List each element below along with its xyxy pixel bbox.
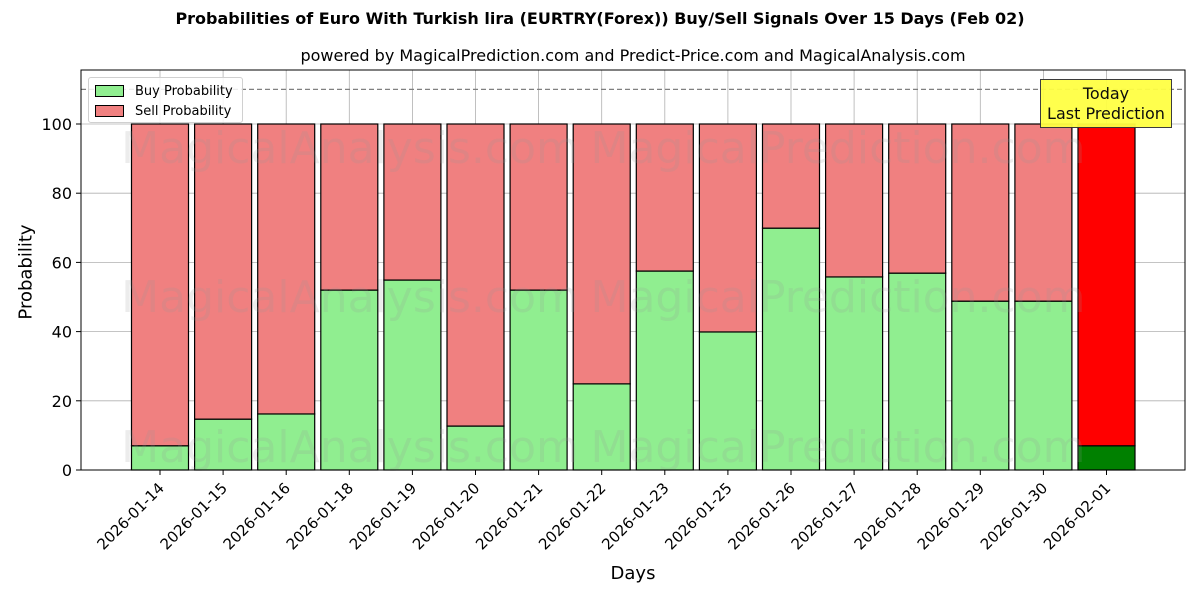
y-tick-label: 20 xyxy=(52,392,72,411)
today-annotation: Today Last Prediction xyxy=(1040,79,1172,128)
legend-label-sell: Sell Probability xyxy=(135,103,232,119)
x-axis: 2026-01-142026-01-152026-01-162026-01-18… xyxy=(93,470,1114,553)
x-tick-label: 2026-01-19 xyxy=(346,479,420,553)
bar-sell xyxy=(572,123,631,385)
bar-buy xyxy=(824,276,884,471)
bar-buy xyxy=(761,227,821,471)
annotation-line2: Last Prediction xyxy=(1047,104,1165,123)
watermarks: MagicalAnalysis.com MagicalPrediction.com… xyxy=(121,123,1085,473)
bar-sell xyxy=(383,123,442,281)
bar-sell xyxy=(1077,123,1136,447)
x-tick-label: 2026-02-01 xyxy=(1040,479,1114,553)
y-tick-label: 40 xyxy=(52,323,72,342)
watermark-text: MagicalPrediction.com xyxy=(591,123,1086,174)
y-tick-label: 100 xyxy=(41,115,72,134)
bar-sell xyxy=(194,123,253,420)
y-axis: 0 20 40 60 80 100 xyxy=(41,115,81,480)
x-tick-label: 2026-01-25 xyxy=(661,479,735,553)
bar-buy xyxy=(320,289,379,471)
bar-buy xyxy=(572,383,631,471)
y-axis-label: Probability xyxy=(15,224,37,320)
x-tick-label: 2026-01-21 xyxy=(472,479,546,553)
bar-sell xyxy=(130,123,190,447)
bar-buy xyxy=(1077,445,1136,471)
watermark-text: MagicalAnalysis.com xyxy=(121,422,579,473)
watermark-text: MagicalPrediction.com xyxy=(591,272,1086,323)
watermark-text: MagicalAnalysis.com xyxy=(121,123,579,174)
bar-buy xyxy=(888,272,947,471)
chart-title: Probabilities of Euro With Turkish lira … xyxy=(175,9,1025,28)
bar-buy xyxy=(1014,300,1073,471)
x-tick-label: 2026-01-23 xyxy=(598,479,672,553)
legend-item-buy: Buy Probability xyxy=(95,83,233,99)
buy-swatch-icon xyxy=(95,85,124,97)
watermark-text: MagicalPrediction.com xyxy=(591,422,1086,473)
x-tick-label: 2026-01-28 xyxy=(851,479,925,553)
bar-sell xyxy=(446,123,505,427)
bar-group xyxy=(130,123,1136,471)
bar-sell xyxy=(888,123,947,274)
x-tick-label: 2026-01-29 xyxy=(914,479,988,553)
bar-buy xyxy=(635,270,694,471)
bar-sell xyxy=(698,123,758,333)
y-tick-label: 0 xyxy=(62,461,72,480)
bar-sell xyxy=(951,123,1010,302)
bar-sell xyxy=(635,123,694,272)
x-tick-label: 2026-01-30 xyxy=(977,479,1051,553)
bar-sell xyxy=(257,123,316,415)
legend-label-buy: Buy Probability xyxy=(135,83,233,99)
y-tick-label: 60 xyxy=(52,253,72,272)
bar-sell xyxy=(509,123,568,291)
x-tick-label: 2026-01-18 xyxy=(283,479,357,553)
bar-sell xyxy=(761,123,821,229)
x-tick-label: 2026-01-16 xyxy=(220,479,294,553)
x-tick-label: 2026-01-22 xyxy=(535,479,609,553)
watermark-text: MagicalAnalysis.com xyxy=(121,272,579,323)
bar-sell xyxy=(320,123,379,291)
legend: Buy Probability Sell Probability xyxy=(88,77,243,123)
sell-swatch-icon xyxy=(95,105,124,117)
y-tick-label: 80 xyxy=(52,184,72,203)
annotation-line1: Today xyxy=(1082,84,1130,103)
legend-item-sell: Sell Probability xyxy=(95,103,231,119)
x-tick-label: 2026-01-15 xyxy=(157,479,231,553)
bar-buy xyxy=(698,331,758,471)
plot-frame xyxy=(80,69,1186,471)
bar-sell xyxy=(824,123,884,278)
x-tick-label: 2026-01-14 xyxy=(93,479,167,553)
chart-subtitle: powered by MagicalPrediction.com and Pre… xyxy=(300,46,966,65)
bar-buy xyxy=(509,289,568,471)
bar-sell xyxy=(1014,123,1073,302)
x-tick-label: 2026-01-26 xyxy=(724,479,798,553)
x-tick-label: 2026-01-27 xyxy=(788,479,862,553)
x-axis-label: Days xyxy=(610,563,656,584)
x-tick-label: 2026-01-20 xyxy=(409,479,483,553)
